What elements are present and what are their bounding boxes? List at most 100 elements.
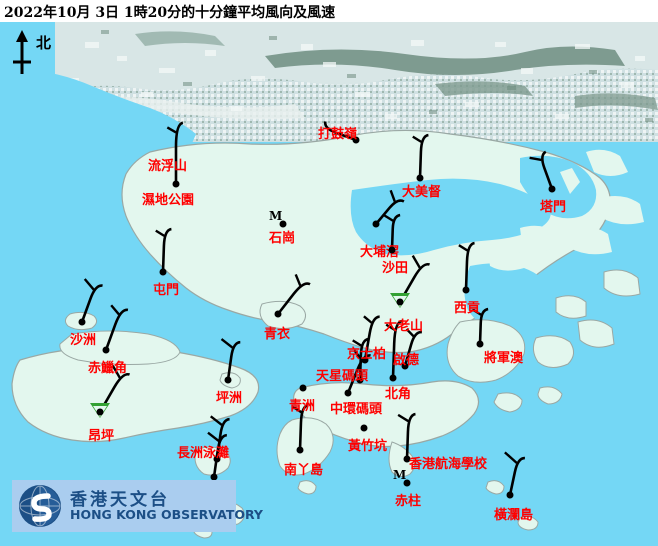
wind-barb-shaft <box>398 262 431 303</box>
station-label: 坪洲 <box>216 391 243 406</box>
wind-barb-feather <box>383 214 394 222</box>
station-label: 啟德 <box>393 353 420 368</box>
wind-barb-feather <box>83 278 95 291</box>
wind-barb-shaft <box>276 282 311 315</box>
station-dot-icon <box>296 446 304 454</box>
wind-barb-feather <box>504 451 518 464</box>
station-label: 中環碼頭 <box>330 402 383 417</box>
marine-station-flag: M <box>393 468 407 482</box>
station-dot-icon <box>224 376 232 384</box>
station-dot-icon <box>403 455 411 463</box>
wind-barb-shaft <box>478 307 489 345</box>
wind-barb-feather <box>110 304 120 316</box>
station-label: 昂坪 <box>88 429 115 444</box>
wind-barb-shaft <box>226 340 241 381</box>
logo-chinese-text: 香港天文台 <box>70 490 170 510</box>
north-arrow-icon: 北 <box>6 26 58 78</box>
station-dot-icon <box>372 220 380 228</box>
wind-barb-shaft <box>418 133 429 179</box>
station-label: 打鼓嶺 <box>318 127 358 142</box>
station-dot-icon <box>299 384 307 392</box>
wind-barb-feather <box>352 339 362 347</box>
station-label: 塔門 <box>540 200 567 215</box>
wind-barb-feather <box>389 189 396 203</box>
station-label: 流浮山 <box>148 159 188 174</box>
station-label: 赤鱲角 <box>88 361 128 376</box>
wind-barb-feather <box>207 431 220 443</box>
station-dot-icon <box>210 473 218 481</box>
wind-barb-shaft <box>390 213 401 251</box>
mainland-terrain-imagery <box>55 22 658 142</box>
wind-barb-shaft <box>323 121 357 142</box>
wind-barb-shaft <box>541 150 554 190</box>
station-label: 長洲泳灘 <box>177 446 230 461</box>
wind-barb-feather <box>292 405 302 414</box>
station-dot-icon <box>416 174 424 182</box>
station-dot-icon <box>96 408 104 416</box>
wind-barb-shaft <box>104 308 129 351</box>
station-dot-icon <box>356 376 364 384</box>
logo-english-text: HONG KONG OBSERVATORY <box>70 507 263 522</box>
wind-barb-feather <box>397 413 409 423</box>
coastline-svg <box>11 68 644 539</box>
page-title: 2022年10月 3日 1時20分的十分鐘平均風向及風速 <box>4 5 336 21</box>
station-label: 天星碼頭 <box>316 369 369 384</box>
station-label: 青衣 <box>264 327 291 342</box>
wind-barb-feather <box>353 349 363 361</box>
station-dot-icon <box>352 136 360 144</box>
station-label: 將軍澳 <box>484 351 524 366</box>
station-label: 沙洲 <box>70 333 97 348</box>
map-canvas[interactable]: 打鼓嶺 流浮山 濕地公園 M 石崗 大美督 塔門 大埔滘 沙田 屯門 西貢 大老山 沙洲 青衣 赤鱲角 京士柏… <box>0 22 658 546</box>
wind-barb-shaft <box>363 315 380 361</box>
station-dot-icon <box>279 220 287 228</box>
hko-logo[interactable]: 香港天文台 HONG KONG OBSERVATORY <box>12 480 263 532</box>
wind-barb-shaft <box>298 403 309 451</box>
station-dot-icon <box>476 340 484 348</box>
station-label: 大美督 <box>402 185 442 200</box>
wind-barb-feather <box>412 135 422 143</box>
station-label: 青洲 <box>289 399 316 414</box>
station-dot-icon <box>344 389 352 397</box>
station-label: 屯門 <box>153 283 180 298</box>
marine-station-flag: M <box>269 209 283 223</box>
wind-barb-shaft <box>174 121 184 184</box>
station-label: 京士柏 <box>347 347 387 362</box>
wind-barb-shaft <box>212 433 228 478</box>
wind-barb-shaft <box>98 372 131 413</box>
wind-barb-shaft <box>80 284 103 323</box>
wind-barb-shaft <box>375 199 405 225</box>
wind-barb-shaft <box>508 456 526 496</box>
wind-barb-feather <box>155 229 165 237</box>
wind-barb-feather <box>220 338 234 349</box>
station-label: 赤柱 <box>395 494 422 509</box>
wind-barb-shaft <box>161 227 172 273</box>
north-label: 北 <box>36 34 52 52</box>
station-label: 西貢 <box>454 301 481 316</box>
station-label: 濕地公園 <box>142 193 195 208</box>
wind-barbs-svg <box>80 121 554 496</box>
wind-barb-shaft <box>403 330 423 367</box>
station-label: 北角 <box>385 387 412 402</box>
station-dot-icon <box>389 374 397 382</box>
station-dot-icon <box>172 180 180 188</box>
station-dot-icon <box>401 362 409 370</box>
station-label: 石崗 <box>269 231 296 246</box>
station-label: 黃竹坑 <box>348 439 388 454</box>
station-label: 大老山 <box>384 319 424 334</box>
wind-barb-feather <box>111 365 121 379</box>
terrain-svg <box>55 22 658 142</box>
station-dot-icon <box>78 318 86 326</box>
station-label: 香港航海學校 <box>409 457 488 472</box>
wind-barb-feather <box>166 126 177 134</box>
station-dot-icon <box>506 491 514 499</box>
wind-barb-shaft <box>215 417 230 460</box>
wind-barb-feather <box>529 156 542 162</box>
station-dot-icon <box>396 298 404 306</box>
wind-barb-feather <box>363 315 373 324</box>
station-label: 沙田 <box>382 261 409 276</box>
wind-barb-feather <box>209 415 223 426</box>
station-dot-icon <box>361 356 369 364</box>
title-bar: 2022年10月 3日 1時20分的十分鐘平均風向及風速 <box>0 0 658 22</box>
station-dot-icon <box>462 286 470 294</box>
